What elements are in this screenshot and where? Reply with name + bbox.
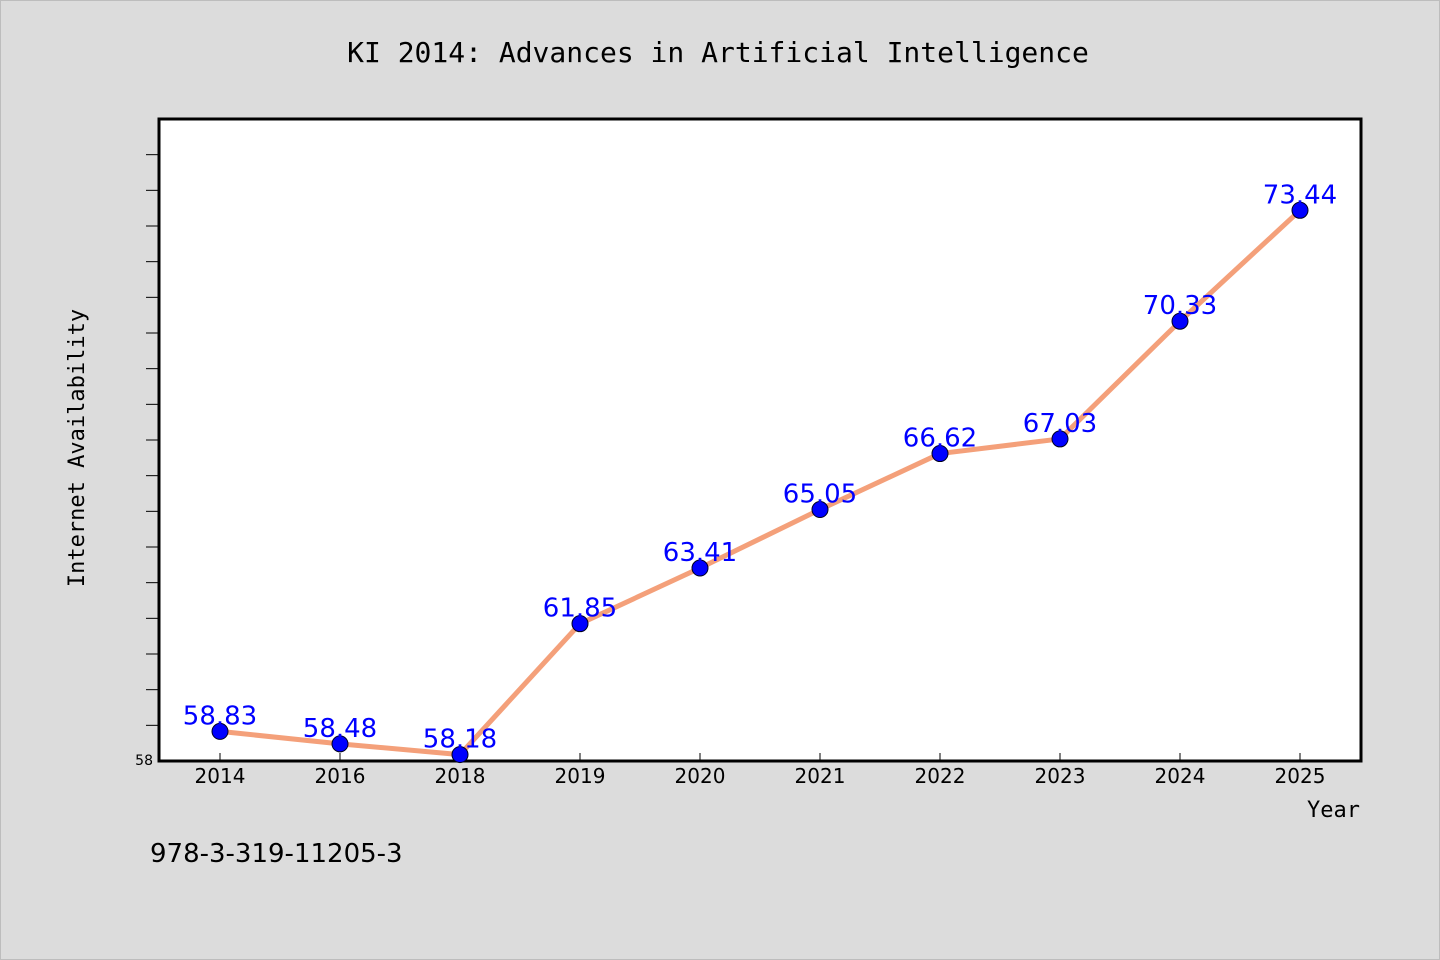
x-tick-label: 2023 bbox=[1035, 764, 1086, 788]
data-label: 58.18 bbox=[423, 725, 497, 755]
x-tick-label: 2018 bbox=[435, 764, 486, 788]
chart-title: KI 2014: Advances in Artificial Intellig… bbox=[347, 36, 1089, 69]
footer-isbn: 978-3-319-11205-3 bbox=[150, 839, 403, 869]
data-label: 67.03 bbox=[1023, 409, 1097, 439]
data-point bbox=[211, 722, 229, 740]
data-point bbox=[1051, 430, 1069, 448]
data-label: 66.62 bbox=[903, 424, 977, 454]
x-tick-label: 2014 bbox=[195, 764, 246, 788]
x-tick-label: 2019 bbox=[555, 764, 606, 788]
x-tick-label: 2024 bbox=[1155, 764, 1206, 788]
series-line bbox=[217, 207, 1303, 758]
plot-area bbox=[157, 117, 1363, 763]
x-tick-label: 2025 bbox=[1275, 764, 1326, 788]
y-axis-ticks bbox=[146, 154, 159, 726]
data-label: 73.44 bbox=[1263, 180, 1337, 210]
data-point bbox=[811, 501, 829, 519]
data-label: 61.85 bbox=[543, 594, 617, 624]
data-label: 58.83 bbox=[183, 701, 257, 731]
x-tick-label: 2016 bbox=[315, 764, 366, 788]
data-label: 58.48 bbox=[303, 714, 377, 744]
x-tick-label: 2022 bbox=[915, 764, 966, 788]
series-line-group: 58.83 58.48 58.18 61.85 63.41 65.05 66.62 67.03… bbox=[183, 180, 1337, 764]
y-axis-label: Internet Availability bbox=[65, 309, 90, 587]
data-point bbox=[1291, 201, 1309, 219]
data-point bbox=[571, 615, 589, 633]
x-tick-label: 2020 bbox=[675, 764, 726, 788]
x-tick-label: 2021 bbox=[795, 764, 846, 788]
data-point bbox=[1171, 312, 1189, 330]
data-point bbox=[451, 746, 469, 764]
data-point bbox=[691, 559, 709, 577]
x-axis-ticks: 2014 2016 2018 2019 2020 2021 2022 2023 2024 2025 bbox=[195, 753, 1326, 788]
x-axis-label: Year bbox=[1307, 798, 1360, 823]
data-label: 63.41 bbox=[663, 538, 737, 568]
y-tick-label: 58 bbox=[135, 753, 153, 769]
data-label: 65.05 bbox=[783, 480, 857, 510]
data-point bbox=[931, 445, 949, 463]
data-point bbox=[331, 735, 349, 753]
data-label: 70.33 bbox=[1143, 291, 1217, 321]
